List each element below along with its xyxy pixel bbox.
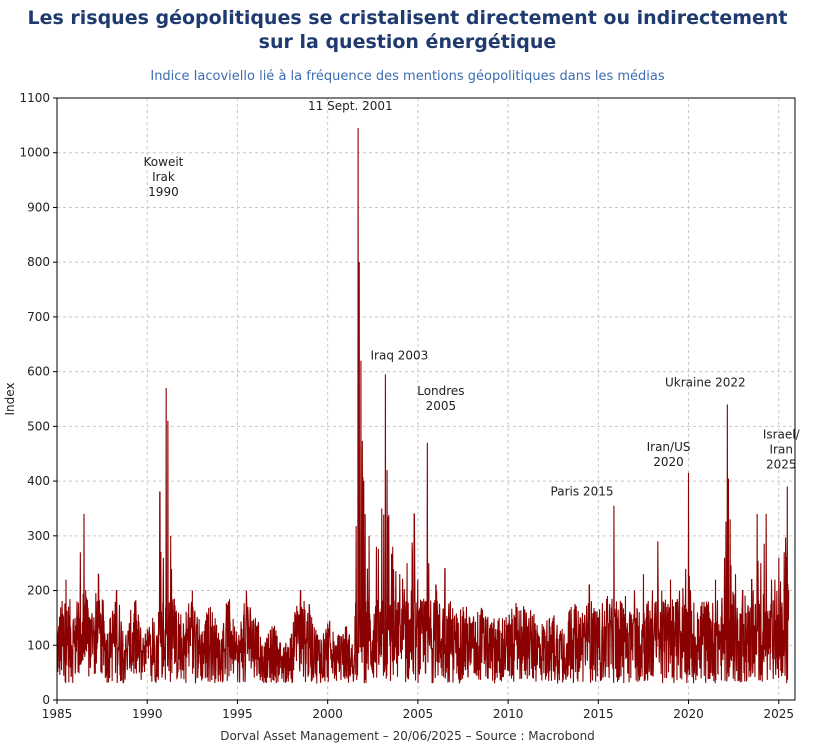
- series-layer: [56, 128, 790, 684]
- annotation-line: Koweit: [144, 155, 184, 169]
- annotation-line: Iran/US: [647, 440, 691, 454]
- annotation-line: Londres: [417, 384, 464, 398]
- y-tick-label: 0: [42, 693, 50, 707]
- ticks-layer: 0 100 200 300 400 500 600 700 800 900 1000 1100 1985…: [19, 91, 794, 721]
- chart-title-line2: sur la question énergétique: [258, 31, 557, 53]
- annotations-layer: Koweit Irak 1990 11 Sept. 2001 Iraq 2003 Lond…: [144, 99, 801, 499]
- annotation-line: Ukraine 2022: [665, 375, 746, 389]
- x-tick-label: 2010: [493, 707, 524, 721]
- annotation-label: Paris 2015: [551, 485, 614, 499]
- annotation-line: 11 Sept. 2001: [308, 99, 393, 113]
- plot-frame: [56, 97, 796, 701]
- annotation-line: Paris 2015: [551, 485, 614, 499]
- annotation-label: Koweit Irak 1990: [144, 155, 184, 199]
- chart-title: Les risques géopolitiques se cristalisen…: [0, 6, 815, 54]
- chart-subtitle: Indice Iacoviello lié à la fréquence des…: [150, 69, 665, 84]
- y-tick-label: 1000: [19, 146, 50, 160]
- y-tick-label: 900: [27, 200, 50, 214]
- annotation-line: 2020: [653, 455, 684, 469]
- y-axis-label: Index: [3, 382, 17, 415]
- annotation-label: Israel/Iran 2025: [763, 428, 801, 472]
- x-tick-label: 1990: [132, 707, 163, 721]
- chart-area: 0 100 200 300 400 500 600 700 800 900 1000 1100 1985…: [3, 91, 801, 721]
- annotation-label: Iran/US 2020: [647, 440, 691, 469]
- x-tick-label: 2000: [312, 707, 343, 721]
- annotation-label: 11 Sept. 2001: [308, 99, 393, 113]
- y-tick-label: 600: [27, 365, 50, 379]
- annotation-line: Iraq 2003: [371, 348, 429, 362]
- x-tick-label: 2005: [403, 707, 434, 721]
- series-line: [56, 128, 790, 684]
- annotation-line: 2005: [426, 399, 457, 413]
- annotation-label: Ukraine 2022: [665, 375, 746, 389]
- annotation-line: 1990: [148, 185, 179, 199]
- y-tick-label: 800: [27, 255, 50, 269]
- y-tick-label: 700: [27, 310, 50, 324]
- y-tick-label: 400: [27, 474, 50, 488]
- annotation-line: Iran: [770, 443, 793, 457]
- source-footer: Dorval Asset Management – 20/06/2025 – S…: [220, 729, 595, 743]
- annotation-line: 2025: [766, 458, 797, 472]
- annotation-label: Iraq 2003: [371, 348, 429, 362]
- chart-title-line1: Les risques géopolitiques se cristalisen…: [27, 7, 788, 29]
- x-tick-label: 2020: [673, 707, 704, 721]
- y-tick-label: 200: [27, 584, 50, 598]
- annotation-label: Londres 2005: [417, 384, 464, 413]
- y-tick-label: 300: [27, 529, 50, 543]
- y-tick-label: 100: [27, 638, 50, 652]
- y-tick-label: 500: [27, 419, 50, 433]
- annotation-line: Israel/: [763, 428, 801, 442]
- x-tick-label: 2015: [583, 707, 614, 721]
- x-tick-label: 1995: [222, 707, 253, 721]
- annotation-line: Irak: [152, 170, 175, 184]
- x-tick-label: 2025: [763, 707, 794, 721]
- x-tick-label: 1985: [42, 707, 73, 721]
- y-tick-label: 1100: [19, 91, 50, 105]
